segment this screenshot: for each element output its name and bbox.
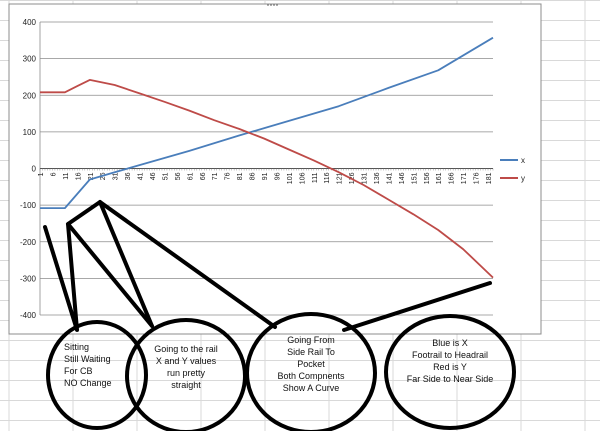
x-tick-label: 156 [424, 172, 431, 184]
callout-circle [46, 320, 148, 430]
annotation-text: Far Side to Near Side [407, 374, 494, 384]
x-tick-label: 86 [250, 172, 257, 180]
annotation-text: Sitting [64, 342, 89, 352]
x-tick-label: 91 [262, 172, 269, 180]
x-tick-label: 96 [274, 172, 281, 180]
x-tick-label: 141 [386, 172, 393, 184]
y-tick-label: 100 [23, 128, 37, 137]
y-tick-label: 300 [23, 55, 37, 64]
x-tick-label: 151 [411, 172, 418, 184]
x-tick-label: 61 [187, 172, 194, 180]
annotation-text: straight [171, 380, 201, 390]
x-tick-label: 116 [324, 172, 331, 183]
x-tick-label: 51 [162, 172, 169, 180]
x-tick-label: 166 [449, 172, 456, 184]
legend-label-y: y [521, 174, 525, 183]
x-tick-label: 121 [337, 172, 344, 184]
x-tick-label: 81 [237, 172, 244, 180]
y-tick-label: 400 [23, 18, 37, 27]
x-tick-label: 76 [225, 172, 232, 180]
y-tick-label: -300 [20, 274, 37, 283]
x-tick-label: 31 [113, 172, 120, 180]
x-tick-label: 36 [125, 172, 132, 180]
series-lines [40, 36, 494, 279]
x-tick-label: 111 [312, 172, 319, 183]
x-tick-label: 106 [299, 172, 306, 184]
annotation-text: X and Y values [156, 356, 217, 366]
annotation-text: Show A Curve [283, 383, 340, 393]
x-tick-label: 21 [88, 172, 95, 180]
y-tick-label: -400 [20, 311, 37, 320]
x-tick-label: 66 [200, 172, 207, 180]
annotation-text: Both Compnents [277, 371, 345, 381]
x-tick-label: 146 [399, 172, 406, 184]
x-tick-label: 136 [374, 172, 381, 184]
callout-pointer [66, 200, 154, 331]
x-tick-label: 71 [212, 172, 219, 180]
annotation-text: Red is Y [433, 362, 467, 372]
chart-resize-handle[interactable] [267, 4, 278, 6]
x-axis: 1 6 11 16 21 26 31 36 41 46 51 56 61 66 71 76 81 86 91 96 10… [38, 168, 494, 184]
x-tick-label: 176 [474, 172, 481, 184]
x-tick-label: 131 [362, 172, 369, 184]
x-tick-label: 181 [486, 172, 493, 184]
annotation-text: Going From [287, 335, 335, 345]
annotation-text: Footrail to Headrail [412, 350, 488, 360]
y-tick-label: -100 [20, 201, 37, 210]
x-tick-label: 1 [38, 172, 45, 176]
annotation-text: Pocket [297, 359, 325, 369]
y-tick-label: 200 [23, 91, 37, 100]
legend: xy [500, 156, 525, 183]
y-tick-label: 0 [32, 165, 37, 174]
annotation-text: For CB [64, 366, 93, 376]
y-tick-label: -200 [20, 238, 37, 247]
x-tick-label: 126 [349, 172, 356, 184]
x-tick-label: 161 [436, 172, 443, 184]
annotation-text: Side Rail To [287, 347, 335, 357]
x-tick-label: 11 [63, 172, 70, 179]
x-tick-label: 56 [175, 172, 182, 180]
annotation-text: run pretty [167, 368, 206, 378]
x-tick-label: 46 [150, 172, 157, 180]
annotation-text: Still Waiting [64, 354, 111, 364]
callout-pointer [43, 225, 79, 332]
series-line-x [40, 36, 494, 209]
annotation-text: Blue is X [432, 338, 468, 348]
x-tick-label: 101 [287, 172, 294, 184]
callout-pointer [98, 200, 277, 329]
x-tick-label: 171 [461, 172, 468, 184]
series-line-y [40, 79, 494, 279]
annotation-text: NO Change [64, 378, 112, 388]
annotation-text: Going to the rail [154, 344, 218, 354]
callout-pointer [342, 281, 492, 332]
x-tick-label: 16 [75, 172, 82, 180]
callout-circle [384, 314, 516, 430]
callout-pointer [66, 222, 154, 328]
legend-label-x: x [521, 156, 525, 165]
x-tick-label: 41 [138, 172, 145, 180]
x-tick-label: 6 [50, 172, 57, 176]
